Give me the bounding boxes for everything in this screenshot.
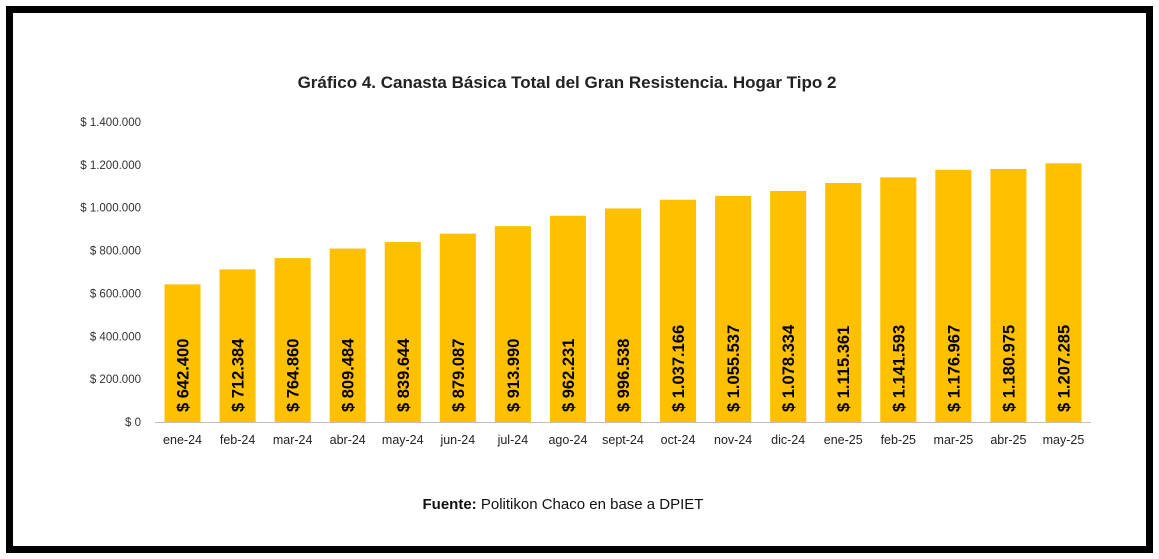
x-tick-label: oct-24 <box>661 433 696 447</box>
data-label: $ 996.538 <box>615 339 633 412</box>
x-tick-label: dic-24 <box>771 433 805 447</box>
y-tick-label: $ 200.000 <box>90 374 141 386</box>
data-label: $ 642.400 <box>175 339 193 412</box>
chart-frame: Gráfico 4. Canasta Básica Total del Gran… <box>6 6 1153 553</box>
bar <box>825 182 862 422</box>
bar <box>549 215 586 422</box>
bar <box>274 258 311 422</box>
x-tick-label: ene-24 <box>163 433 202 447</box>
x-tick-label: ago-24 <box>548 433 587 447</box>
x-tick-label: jul-24 <box>497 433 529 447</box>
x-tick-label: mar-24 <box>273 433 313 447</box>
x-tick-label: may-25 <box>1043 433 1085 447</box>
y-tick-label: $ 1.400.000 <box>80 117 141 129</box>
data-label: $ 1.037.166 <box>670 325 688 412</box>
source-label: Fuente: <box>422 496 477 513</box>
y-tick-label: $ 0 <box>125 417 141 429</box>
chart-title: Gráfico 4. Canasta Básica Total del Gran… <box>297 73 837 92</box>
bar <box>935 169 972 422</box>
bar <box>990 168 1027 422</box>
y-tick-label: $ 1.000.000 <box>80 203 141 215</box>
bar <box>604 208 642 422</box>
data-label: $ 1.180.975 <box>1000 325 1018 412</box>
data-label: $ 1.115.361 <box>835 326 853 412</box>
y-tick-label: $ 600.000 <box>90 288 141 300</box>
bar <box>770 190 807 422</box>
x-tick-label: sept-24 <box>602 433 644 447</box>
x-tick-label: nov-24 <box>714 433 752 447</box>
bar <box>164 284 201 422</box>
data-label: $ 712.384 <box>230 338 248 412</box>
data-label: $ 1.207.285 <box>1055 325 1073 412</box>
x-tick-label: abr-24 <box>330 433 366 447</box>
x-tick-label: mar-25 <box>934 433 974 447</box>
data-label: $ 1.078.334 <box>780 324 798 412</box>
x-tick-label: ene-25 <box>824 433 863 447</box>
data-label: $ 1.176.967 <box>945 325 963 412</box>
data-label: $ 809.484 <box>340 338 358 412</box>
x-tick-label: feb-25 <box>881 433 916 447</box>
x-tick-label: jun-24 <box>439 433 475 447</box>
source-text: Politikon Chaco en base a DPIET <box>476 496 704 513</box>
bar-chart: $ 0 $ 200.000 $ 400.000 $ 600.000 $ 800.000 $… <box>80 117 1091 447</box>
data-label: $ 962.231 <box>560 339 578 412</box>
y-tick-label: $ 800.000 <box>90 246 141 258</box>
data-label: $ 879.087 <box>450 339 468 412</box>
bar <box>384 242 421 422</box>
bar <box>494 226 531 422</box>
data-label: $ 764.860 <box>285 339 303 412</box>
data-label: $ 1.055.537 <box>725 325 743 412</box>
bar <box>439 233 476 422</box>
chart-source: Fuente: Politikon Chaco en base a DPIET <box>13 496 1113 513</box>
x-tick-label: feb-24 <box>220 433 255 447</box>
data-label: $ 1.141.593 <box>890 325 908 412</box>
bar <box>329 248 366 422</box>
data-label: $ 839.644 <box>395 338 413 412</box>
data-label: $ 913.990 <box>505 339 523 412</box>
bar <box>219 269 256 422</box>
x-tick-label: may-24 <box>382 433 424 447</box>
y-tick-label: $ 1.200.000 <box>80 160 141 172</box>
x-tick-label: abr-25 <box>990 433 1026 447</box>
bar <box>1045 163 1082 422</box>
bar <box>880 177 917 422</box>
y-tick-label: $ 400.000 <box>90 331 141 343</box>
bar <box>660 199 697 422</box>
bar <box>715 195 752 422</box>
